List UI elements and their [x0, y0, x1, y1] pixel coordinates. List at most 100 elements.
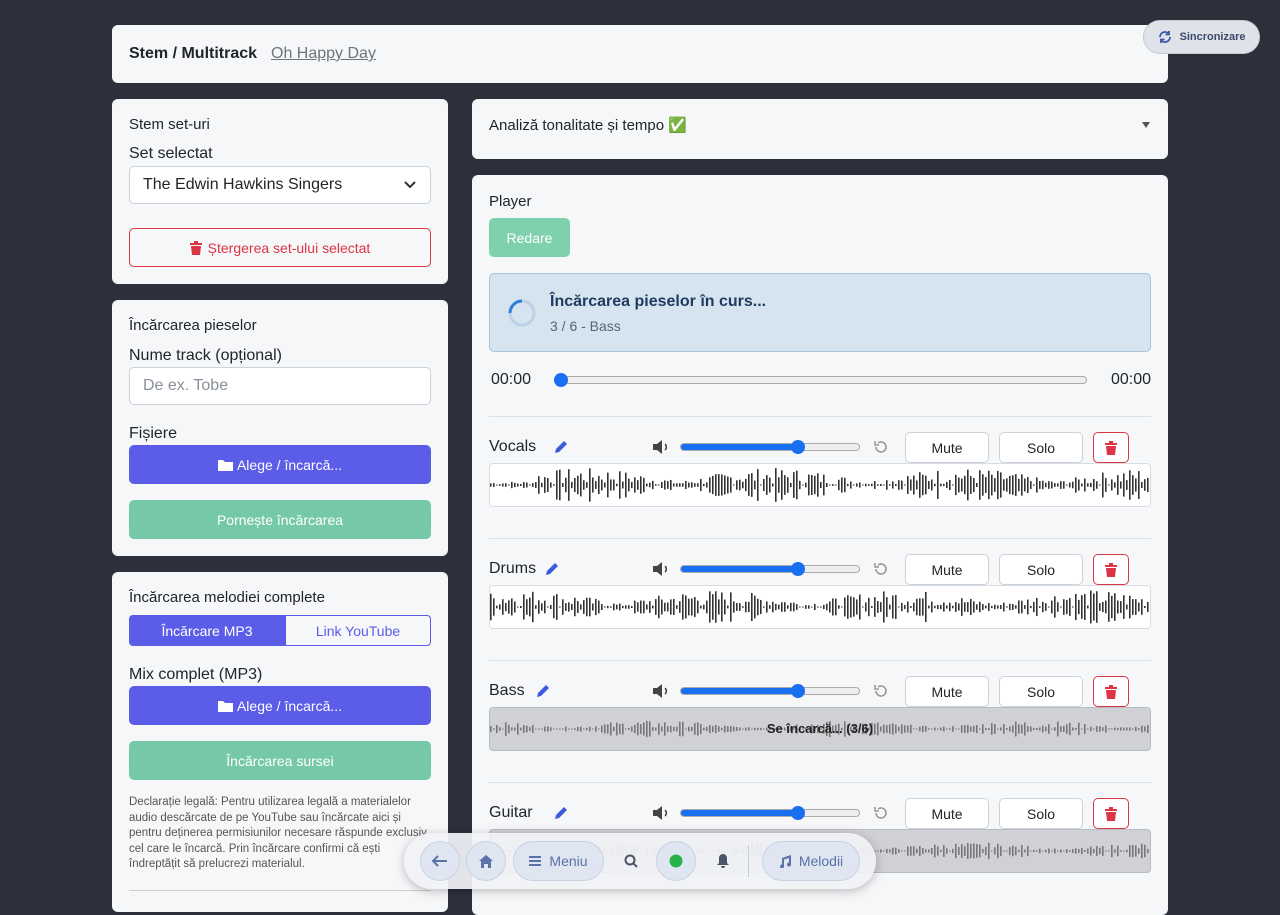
mute-button[interactable]: Mute: [905, 554, 989, 585]
button-label: Mute: [931, 561, 963, 578]
waveform-bar: [1066, 484, 1068, 486]
waveform-bar: [937, 728, 939, 730]
waveform-bar: [1033, 601, 1035, 613]
waveform-bar: [880, 483, 882, 487]
waveform-bar: [859, 727, 861, 731]
delete-track-button[interactable]: [1093, 676, 1129, 707]
waveform-bar: [490, 593, 492, 621]
edit-icon[interactable]: [536, 684, 550, 703]
play-button[interactable]: Redare: [489, 218, 570, 257]
waveform-bar: [769, 727, 771, 731]
waveform-bar: [736, 726, 738, 732]
reset-icon[interactable]: [873, 805, 889, 826]
waveform-bar: [778, 604, 780, 610]
waveform-bar: [505, 602, 507, 612]
tab[interactable]: Link YouTube: [285, 615, 431, 646]
seek-bar[interactable]: [555, 376, 1087, 384]
edit-icon[interactable]: [554, 806, 568, 825]
waveform-bar: [994, 604, 996, 610]
waveform-bar: [646, 720, 648, 738]
waveform-bar: [697, 483, 699, 487]
waveform-bar: [781, 602, 783, 612]
waveform-bar: [1126, 480, 1128, 490]
waveform-bar: [799, 727, 801, 731]
mute-button[interactable]: Mute: [905, 798, 989, 829]
reset-icon[interactable]: [873, 683, 889, 704]
waveform-bar: [1108, 728, 1110, 730]
notifications-button[interactable]: [708, 841, 738, 881]
track-loading-status: Se încarcă... (3/6): [766, 721, 874, 736]
waveform-bar: [967, 843, 969, 859]
choose-mix-button[interactable]: Alege / încarcă...: [129, 686, 431, 725]
seek-thumb[interactable]: [554, 373, 568, 387]
folder-icon: [217, 459, 233, 471]
waveform-bar: [1075, 477, 1077, 493]
waveform-bar: [1027, 599, 1029, 615]
reset-icon[interactable]: [873, 439, 889, 460]
delete-set-button[interactable]: Ștergerea set-ului selectat: [129, 228, 431, 267]
waveform-bar: [727, 476, 729, 494]
waveform-bar: [1006, 728, 1008, 730]
volume-track[interactable]: [680, 687, 860, 695]
waveform-bar: [589, 726, 591, 732]
reset-icon[interactable]: [873, 561, 889, 582]
track-name: Guitar: [489, 804, 533, 821]
songs-button[interactable]: Melodii: [762, 841, 860, 881]
sync-button[interactable]: Sincronizare: [1143, 20, 1260, 54]
waveform-bar: [1003, 479, 1005, 491]
mute-button[interactable]: Mute: [905, 432, 989, 463]
track-name-input[interactable]: De ex. Tobe: [129, 367, 431, 405]
delete-track-button[interactable]: [1093, 554, 1129, 585]
waveform-bar: [757, 469, 759, 501]
field-label: Nume track (opțional): [129, 347, 282, 364]
volume-thumb[interactable]: [791, 684, 805, 698]
volume-thumb[interactable]: [791, 806, 805, 820]
set-select[interactable]: The Edwin Hawkins Singers: [129, 166, 431, 204]
upload-card: Încărcarea pieselor Nume track (opțional…: [112, 300, 448, 556]
waveform-bar: [1027, 845, 1029, 857]
back-button[interactable]: [420, 841, 460, 881]
waveform-bar: [712, 725, 714, 733]
waveform-bar: [1051, 850, 1053, 852]
tab-active[interactable]: Încărcare MP3: [129, 615, 285, 646]
mute-button[interactable]: Mute: [905, 676, 989, 707]
waveform-bar: [502, 728, 504, 730]
home-button[interactable]: [466, 841, 506, 881]
delete-track-button[interactable]: [1093, 798, 1129, 829]
waveform-bar: [766, 475, 768, 495]
waveform-bar: [1123, 850, 1125, 852]
waveform-bar: [670, 599, 672, 615]
solo-button[interactable]: Solo: [999, 798, 1083, 829]
waveform-bar: [877, 722, 879, 736]
song-link[interactable]: Oh Happy Day: [271, 45, 376, 62]
choose-files-button[interactable]: Alege / încarcă...: [129, 445, 431, 484]
volume-thumb[interactable]: [791, 562, 805, 576]
search-button[interactable]: [616, 841, 646, 881]
waveform-bar: [898, 849, 900, 853]
volume-track[interactable]: [680, 443, 860, 451]
menu-button[interactable]: Meniu: [513, 841, 604, 881]
volume-track[interactable]: [680, 809, 860, 817]
waveform-bar: [1066, 724, 1068, 734]
upload-source-button[interactable]: Încărcarea sursei: [129, 741, 431, 780]
waveform-bar: [1093, 728, 1095, 730]
solo-button[interactable]: Solo: [999, 554, 1083, 585]
chat-button[interactable]: [656, 841, 696, 881]
waveform-bar: [958, 477, 960, 493]
start-upload-button[interactable]: Pornește încărcarea: [129, 500, 431, 539]
edit-icon[interactable]: [545, 562, 559, 581]
volume-thumb[interactable]: [791, 440, 805, 454]
waveform-bar: [1039, 848, 1041, 854]
solo-button[interactable]: Solo: [999, 676, 1083, 707]
waveform-bar: [499, 484, 501, 486]
waveform-bar: [955, 728, 957, 730]
delete-track-button[interactable]: [1093, 432, 1129, 463]
waveform-bar: [985, 477, 987, 493]
solo-button[interactable]: Solo: [999, 432, 1083, 463]
waveform-bar: [913, 846, 915, 856]
waveform-bar: [877, 601, 879, 613]
volume-track[interactable]: [680, 565, 860, 573]
waveform-bar: [586, 727, 588, 731]
analysis-card[interactable]: Analiză tonalitate și tempo ✅: [472, 99, 1168, 159]
edit-icon[interactable]: [554, 440, 568, 459]
